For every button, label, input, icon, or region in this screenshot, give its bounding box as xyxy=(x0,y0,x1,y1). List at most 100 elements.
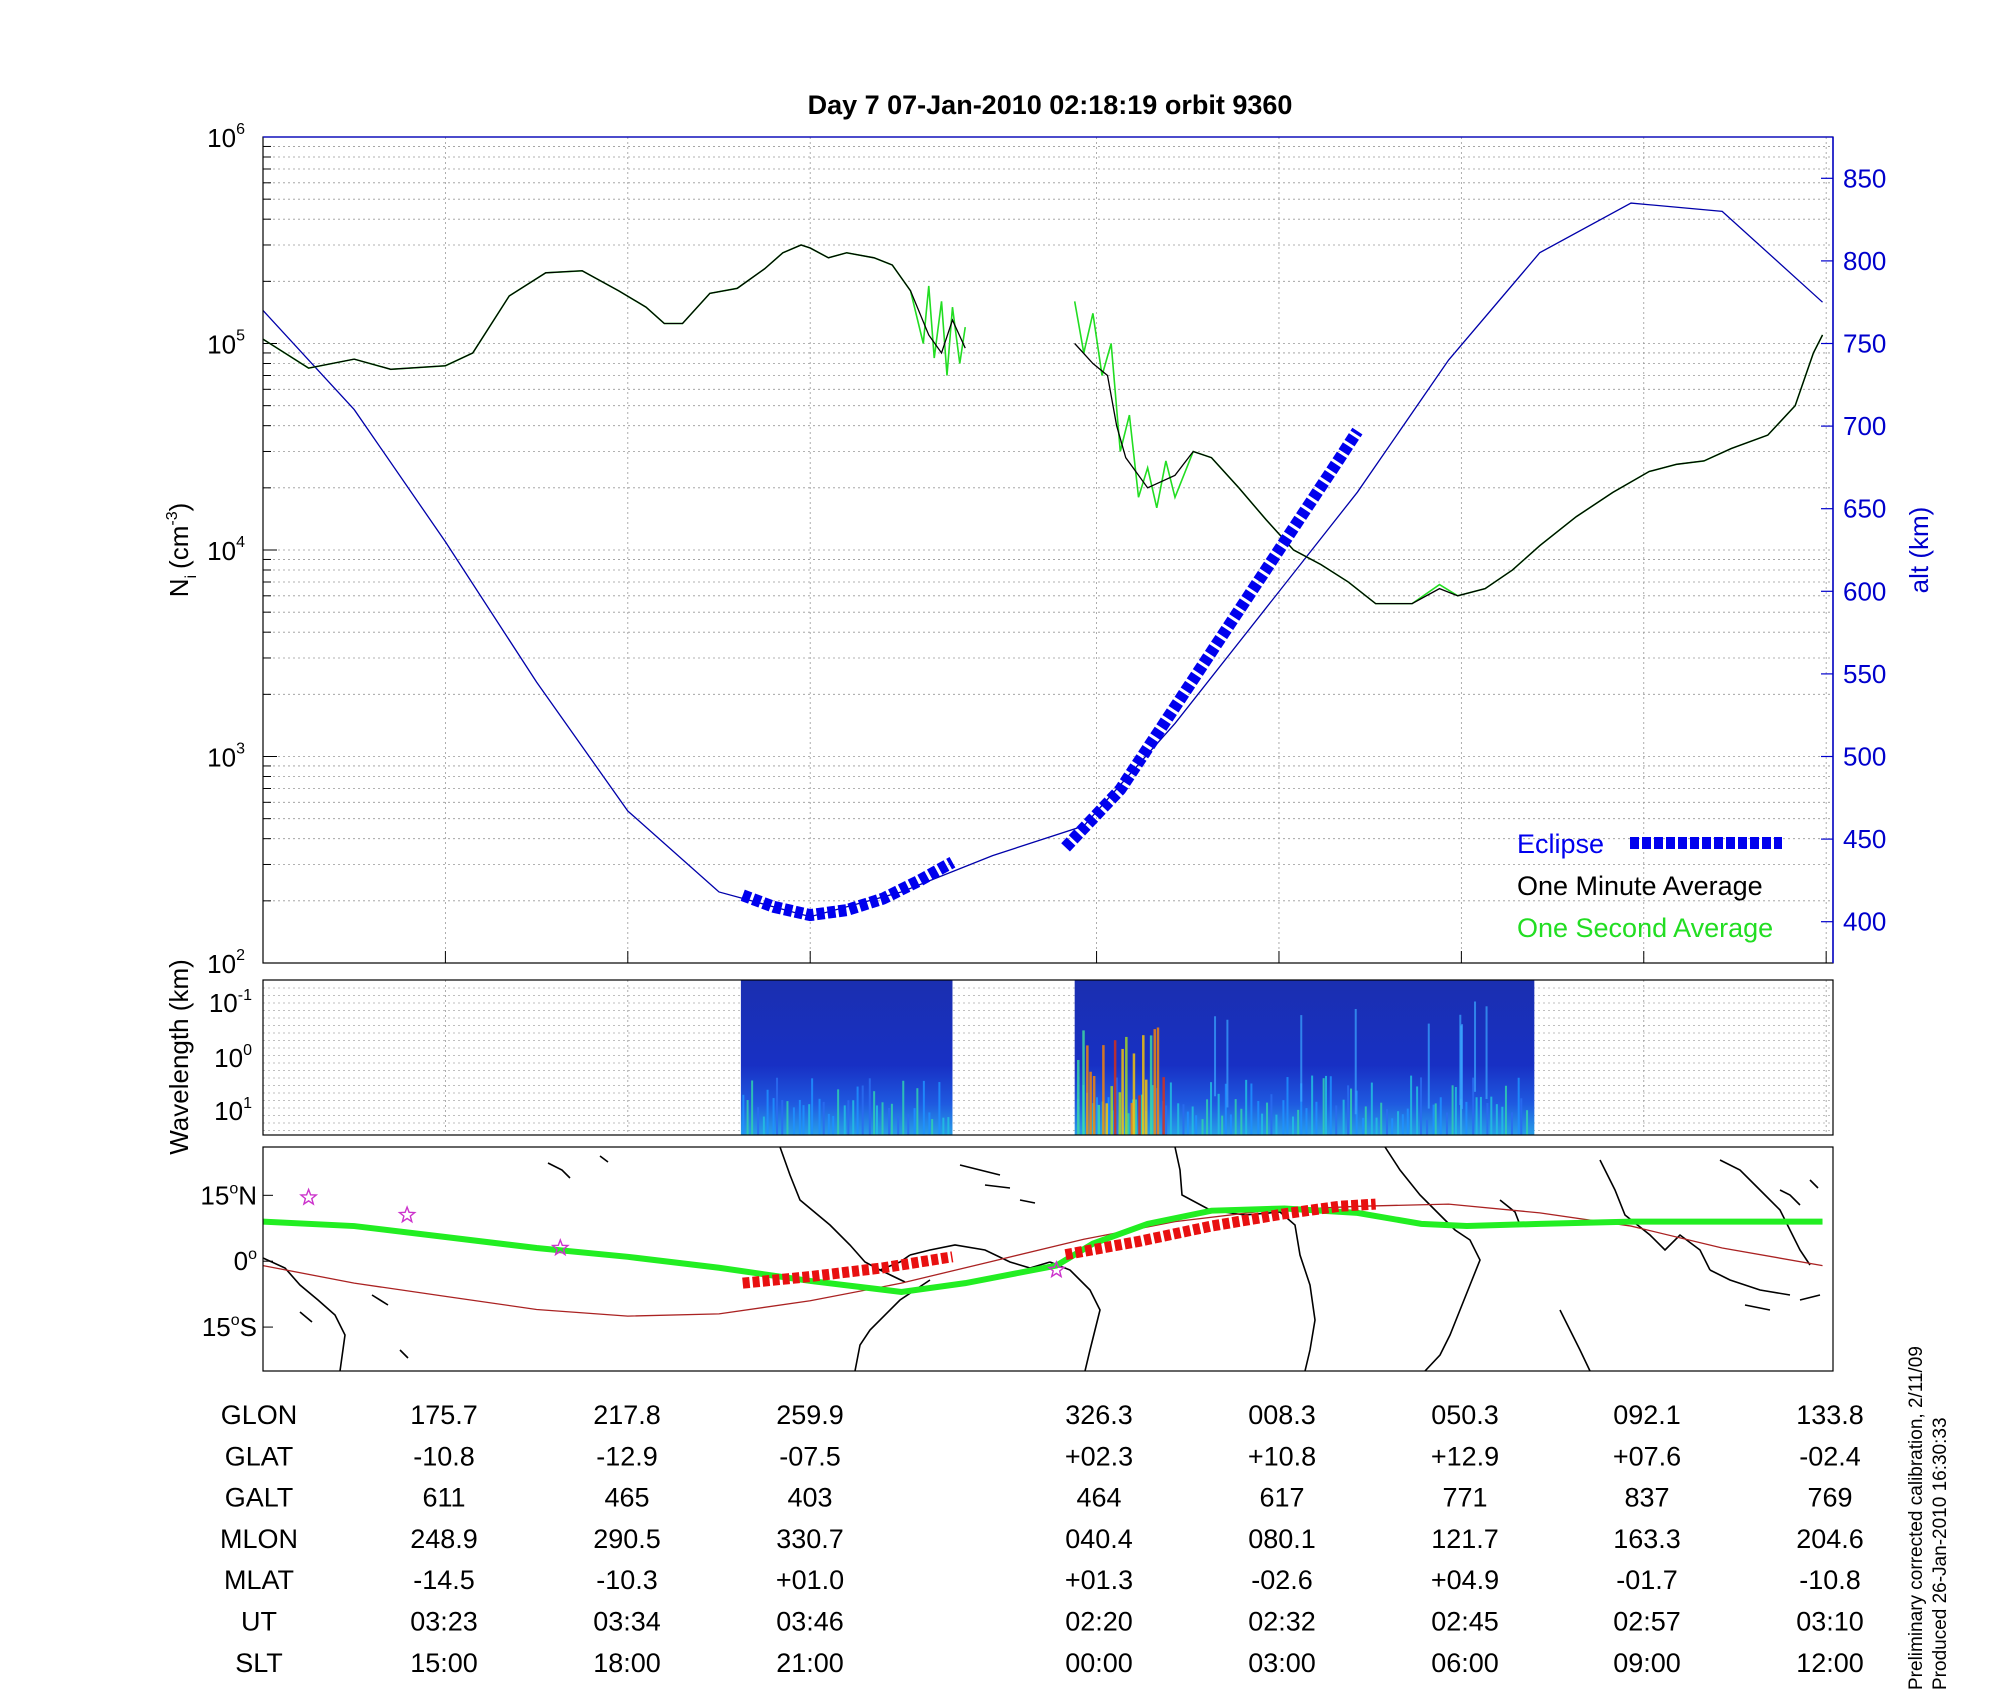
table-cell: 771 xyxy=(1442,1483,1487,1513)
coastlines xyxy=(263,1147,1821,1371)
ground-track-panel: 15oN 0o 15oS xyxy=(200,1146,1834,1372)
dip-equator-line xyxy=(263,1203,1823,1317)
star-marker xyxy=(299,1187,319,1206)
legend: Eclipse One Minute Average One Second Av… xyxy=(1517,829,1782,943)
density-grid xyxy=(263,137,1833,964)
chart-title: Day 7 07-Jan-2010 02:18:19 orbit 9360 xyxy=(808,90,1293,120)
density-y-label: Ni(cm-3) xyxy=(164,503,200,598)
table-cell: 03:00 xyxy=(1248,1648,1316,1678)
altitude-y-label: alt (km) xyxy=(1904,507,1934,594)
lat-tick-2: 15oS xyxy=(202,1312,257,1342)
density-tick-3: 105 xyxy=(207,328,245,360)
table-cell: 465 xyxy=(604,1483,649,1513)
table-cell: +02.3 xyxy=(1065,1441,1133,1471)
table-cell: +01.3 xyxy=(1065,1565,1133,1595)
table-cell: 204.6 xyxy=(1796,1524,1864,1554)
eclipse-segment-0 xyxy=(740,856,956,922)
table-cell: +12.9 xyxy=(1431,1441,1499,1471)
density-y-ticks: 102 103 104 105 106 xyxy=(207,121,245,979)
table-cell: -02.4 xyxy=(1799,1441,1861,1471)
footnote-produced: Produced 26-Jan-2010 16:30:33 xyxy=(1930,1417,1951,1690)
table-cell: 02:57 xyxy=(1613,1607,1681,1637)
table-cell: 02:20 xyxy=(1065,1607,1133,1637)
spectrogram-block-1 xyxy=(1074,980,1535,1135)
alt-tick-0: 400 xyxy=(1843,907,1886,937)
eclipse-track-segment-0 xyxy=(742,1251,954,1289)
lat-tick-1: 0o xyxy=(234,1246,257,1276)
orbit-table: GLON GLAT GALT MLON MLAT UT SLT 175.7 -10.8 611 24… xyxy=(220,1400,1864,1678)
series-one-minute-average xyxy=(263,244,1824,605)
legend-one-second: One Second Average xyxy=(1517,913,1773,943)
altitude-line xyxy=(263,202,1823,918)
lat-tick-0: 15oN xyxy=(200,1180,257,1210)
table-cell: 403 xyxy=(787,1483,832,1513)
table-cell: 163.3 xyxy=(1613,1524,1681,1554)
table-cell: 03:46 xyxy=(776,1607,844,1637)
table-cell: 040.4 xyxy=(1065,1524,1133,1554)
one-minute-segment-1 xyxy=(1074,334,1824,605)
alt-tick-5: 650 xyxy=(1843,494,1886,524)
table-cell: 050.3 xyxy=(1431,1400,1499,1430)
table-cell: +10.8 xyxy=(1248,1441,1316,1471)
table-cell: -14.5 xyxy=(413,1565,475,1595)
table-cell: +01.0 xyxy=(776,1565,844,1595)
table-cell: 008.3 xyxy=(1248,1400,1316,1430)
alt-tick-9: 850 xyxy=(1843,163,1886,193)
table-cell: 15:00 xyxy=(410,1648,478,1678)
table-cell: 02:32 xyxy=(1248,1607,1316,1637)
table-cell: 03:10 xyxy=(1796,1607,1864,1637)
one-minute-segment-0 xyxy=(263,244,966,370)
alt-tick-8: 800 xyxy=(1843,246,1886,276)
spec-tick-1: 100 xyxy=(214,1042,252,1073)
footnote-calibration: Preliminary corrected calibration, 2/11/… xyxy=(1906,1346,1927,1690)
spectrogram-panel: 10-1 100 101 Wavelength (km) xyxy=(164,959,1834,1155)
table-cell: +04.9 xyxy=(1431,1565,1499,1595)
table-cell: -02.6 xyxy=(1251,1565,1313,1595)
table-cell: 464 xyxy=(1076,1483,1121,1513)
table-cell: 611 xyxy=(422,1483,465,1513)
eclipse-track-segment-1 xyxy=(1064,1198,1376,1261)
legend-one-minute: One Minute Average xyxy=(1517,871,1763,901)
spec-tick-2: 101 xyxy=(214,1095,252,1126)
table-cell: 21:00 xyxy=(776,1648,844,1678)
density-tick-1: 103 xyxy=(207,741,245,773)
table-row-label: UT xyxy=(241,1607,277,1637)
table-cell: -10.3 xyxy=(596,1565,658,1595)
table-cell: 617 xyxy=(1259,1483,1304,1513)
star-marker xyxy=(397,1205,417,1224)
table-cell: 12:00 xyxy=(1796,1648,1864,1678)
table-cell: 080.1 xyxy=(1248,1524,1316,1554)
density-tick-0: 102 xyxy=(207,947,245,979)
table-cell: -01.7 xyxy=(1616,1565,1678,1595)
alt-tick-4: 600 xyxy=(1843,576,1886,606)
table-cell: 175.7 xyxy=(410,1400,478,1430)
density-tick-2: 104 xyxy=(207,534,245,566)
table-cell: 769 xyxy=(1807,1483,1852,1513)
alt-tick-6: 700 xyxy=(1843,411,1886,441)
table-cell: 330.7 xyxy=(776,1524,844,1554)
table-cell: 290.5 xyxy=(593,1524,661,1554)
table-row-label: GLAT xyxy=(225,1441,294,1471)
table-cell: 06:00 xyxy=(1431,1648,1499,1678)
table-row-label: SLT xyxy=(235,1648,283,1678)
density-tick-4: 106 xyxy=(207,121,245,153)
spectrogram-y-label: Wavelength (km) xyxy=(164,959,194,1155)
density-panel: 102 103 104 105 106 400 450 500 550 600 650 700 750… xyxy=(164,121,1934,979)
table-cell: 248.9 xyxy=(410,1524,478,1554)
table-cell: 837 xyxy=(1624,1483,1669,1513)
table-cell: 217.8 xyxy=(593,1400,661,1430)
eclipse-track xyxy=(742,1198,1376,1289)
table-cell: 03:34 xyxy=(593,1607,661,1637)
table-row-label: GALT xyxy=(225,1483,294,1513)
table-cell: 00:00 xyxy=(1065,1648,1133,1678)
table-cell: -07.5 xyxy=(779,1441,841,1471)
legend-eclipse: Eclipse xyxy=(1517,829,1604,859)
eclipse-segment-1 xyxy=(1061,427,1363,852)
spec-tick-0: 10-1 xyxy=(209,987,252,1018)
table-cell: 09:00 xyxy=(1613,1648,1681,1678)
spectrogram-grid xyxy=(263,980,1833,1135)
table-row-label: MLON xyxy=(220,1524,298,1554)
table-cell: 03:23 xyxy=(410,1607,478,1637)
table-row-label: GLON xyxy=(221,1400,298,1430)
